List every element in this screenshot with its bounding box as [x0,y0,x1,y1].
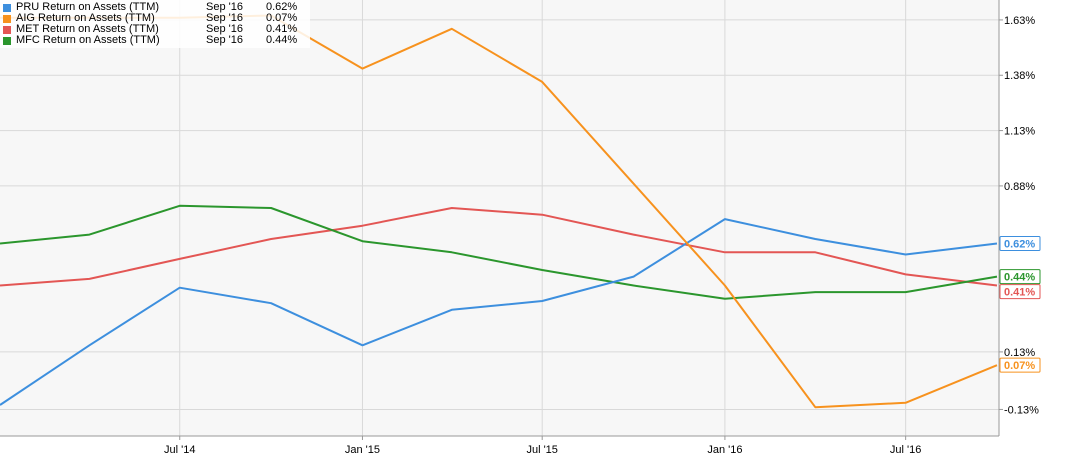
legend-date: Sep '16 [206,23,243,35]
legend-value: 0.41% [266,23,298,35]
end-label-box [999,269,1041,285]
end-label-value: 0.44% [1004,272,1035,284]
legend-swatch [3,14,11,23]
legend-series-name: AIG Return on Assets (TTM) [16,12,155,24]
legend-item-aig[interactable]: AIG Return on Assets (TTM) Sep '16 0.07% [3,13,306,24]
legend-date: Sep '16 [206,34,243,46]
legend-value: 0.44% [266,34,298,46]
end-label-value: 0.41% [1004,287,1035,299]
series-line-pru [0,218,998,406]
legend-item-mfc[interactable]: MFC Return on Assets (TTM) Sep '16 0.44% [3,35,306,46]
x-tick-label: Jul '16 [890,444,921,456]
end-label-value: 0.62% [1004,238,1035,250]
y-tick-label: 0.88% [1004,181,1035,193]
legend-value: 0.62% [266,1,298,13]
legend-series-name: MET Return on Assets (TTM) [16,23,159,35]
legend-value: 0.07% [266,12,298,24]
series-line-mfc [0,204,998,300]
x-tick-label: Jan '15 [345,444,380,456]
x-axis: Jul '14 Jan '15 Jul '15 Jan '16 Jul '16 [164,436,921,456]
x-tick-label: Jul '15 [526,444,557,456]
plot-background [0,0,999,436]
y-tick-label: 1.13% [1004,126,1035,138]
legend-swatch [3,3,11,12]
y-tick-label: -0.13% [1004,404,1039,416]
end-label-box [999,357,1041,373]
y-tick-label: 1.38% [1004,70,1035,82]
legend-item-met[interactable]: MET Return on Assets (TTM) Sep '16 0.41% [3,24,306,35]
legend-date: Sep '16 [206,1,243,13]
end-label-box [999,235,1041,251]
legend: PRU Return on Assets (TTM) Sep '16 0.62%… [0,0,310,48]
y-tick-label: 0.13% [1004,347,1035,359]
legend-series-name: PRU Return on Assets (TTM) [16,1,160,13]
end-label-box [999,284,1041,300]
legend-date: Sep '16 [206,12,243,24]
y-axis: 1.63% 1.38% 1.13% 0.88% 0.13% -0.13% [999,15,1039,416]
legend-item-pru[interactable]: PRU Return on Assets (TTM) Sep '16 0.62% [3,2,306,13]
legend-swatch [3,36,11,45]
x-tick-label: Jan '16 [707,444,742,456]
y-tick-label: 1.63% [1004,15,1035,27]
series-line-met [0,207,998,287]
x-tick-label: Jul '14 [164,444,195,456]
end-labels: 0.62% 0.44% 0.41% 0.07% [999,235,1041,373]
legend-series-name: MFC Return on Assets (TTM) [16,34,160,46]
legend-swatch [3,25,11,34]
end-label-value: 0.07% [1004,360,1035,372]
